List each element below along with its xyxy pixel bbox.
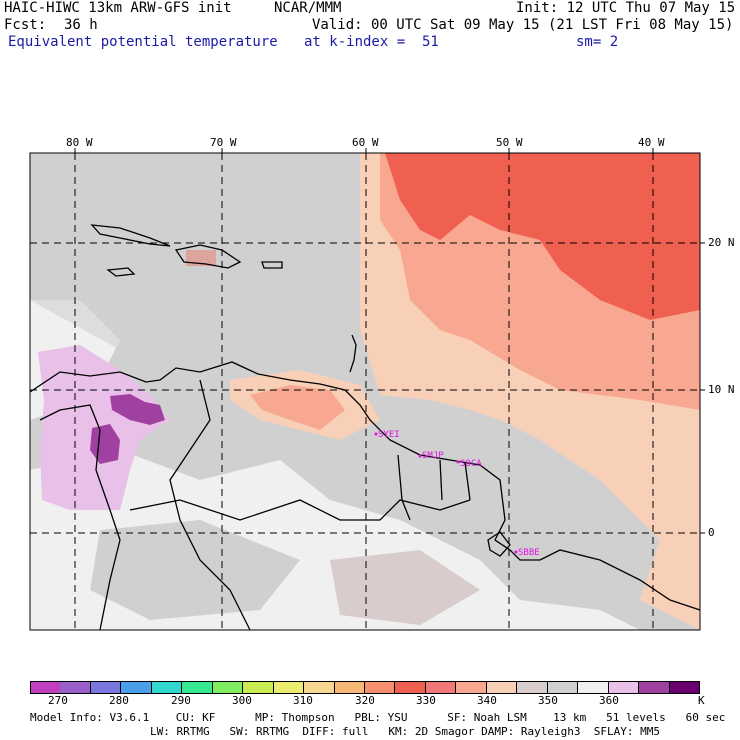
coast-colombia-pacific xyxy=(39,404,121,631)
cb-label-290: 290 xyxy=(171,694,191,707)
institution-label: NCAR/MMM xyxy=(274,0,342,16)
map-field xyxy=(30,153,700,630)
colorbar-swatch xyxy=(547,681,579,694)
colorbar-swatch xyxy=(212,681,244,694)
colorbar-swatch xyxy=(365,681,396,694)
colorbar-swatch xyxy=(395,681,426,694)
station-markers xyxy=(374,432,518,554)
colorbar-swatch xyxy=(151,681,183,694)
colorbar-swatch xyxy=(334,681,365,694)
lon-label-70w: 70 W xyxy=(210,136,237,149)
colorbar-swatch xyxy=(578,681,609,694)
station-dot-smjp xyxy=(418,454,422,458)
cb-units: K xyxy=(698,694,705,707)
colorbar-swatch xyxy=(639,681,670,694)
coast-cuba xyxy=(90,224,171,247)
station-dot-soca xyxy=(456,460,460,464)
lon-label-80w: 80 W xyxy=(66,136,93,149)
border-guianas xyxy=(397,454,471,521)
colorbar-swatch xyxy=(608,681,640,694)
lat-label-10n: 10 N xyxy=(708,383,735,396)
field-name: Equivalent potential temperature xyxy=(8,34,278,50)
field-purple-patch-1 xyxy=(110,394,165,425)
border-inland-2 xyxy=(169,379,251,631)
coast-puerto-rico xyxy=(261,261,283,269)
colorbar-swatch xyxy=(304,681,335,694)
forecast-label: Fcst: xyxy=(4,17,47,33)
smoothing-label: sm= 2 xyxy=(576,34,619,50)
lon-label-60w: 60 W xyxy=(352,136,379,149)
cb-label-360: 360 xyxy=(599,694,619,707)
coastlines xyxy=(29,224,701,631)
border-inland-1 xyxy=(129,499,471,521)
station-label-soca: SOCA xyxy=(460,459,482,469)
lat-label-0: 0 xyxy=(708,526,715,539)
colorbar-swatch xyxy=(182,681,213,694)
cb-label-310: 310 xyxy=(293,694,313,707)
map-frame xyxy=(29,152,701,631)
colorbar-swatch xyxy=(273,681,305,694)
field-salmon-patch-coast xyxy=(250,385,345,430)
lon-label-50w: 50 W xyxy=(496,136,523,149)
graticule xyxy=(30,153,700,630)
cb-label-350: 350 xyxy=(538,694,558,707)
tick-marks xyxy=(74,148,705,534)
field-red-region xyxy=(385,153,700,320)
colorbar-swatch xyxy=(517,681,548,694)
station-label-smjp: SMJP xyxy=(422,451,444,461)
station-label-syei: SYEI xyxy=(378,430,400,440)
colorbar-swatch xyxy=(669,681,700,694)
field-grey-south-patch-2 xyxy=(330,550,480,625)
station-dot-syei xyxy=(374,432,378,436)
station-dot-sbbe xyxy=(514,550,518,554)
cb-label-300: 300 xyxy=(232,694,252,707)
model-title: HAIC-HIWC 13km ARW-GFS init xyxy=(4,0,232,16)
init-time: Init: 12 UTC Thu 07 May 15 xyxy=(516,0,736,16)
colorbar-swatch xyxy=(121,681,152,694)
coast-hispaniola xyxy=(174,244,242,269)
cb-label-280: 280 xyxy=(109,694,129,707)
cb-label-340: 340 xyxy=(477,694,497,707)
coast-jamaica xyxy=(106,267,136,277)
cb-label-270: 270 xyxy=(48,694,68,707)
colorbar-swatch xyxy=(486,681,518,694)
colorbar-swatch xyxy=(425,681,457,694)
cb-label-330: 330 xyxy=(416,694,436,707)
colorbar-swatch xyxy=(243,681,274,694)
lat-label-20n: 20 N xyxy=(708,236,735,249)
coast-south-america-north xyxy=(29,361,701,611)
cb-label-320: 320 xyxy=(355,694,375,707)
colorbar-swatch xyxy=(30,681,62,694)
valid-time: Valid: 00 UTC Sat 09 May 15 (21 LST Fri … xyxy=(312,17,734,33)
colorbar-swatch xyxy=(90,681,122,694)
colorbar-swatch xyxy=(456,681,487,694)
model-info-line2: LW: RRTMG SW: RRTMG DIFF: full KM: 2D Sm… xyxy=(150,725,660,738)
level-index: at k-index = 51 xyxy=(304,34,439,50)
field-grey-south-patch xyxy=(90,520,300,620)
coast-lesser-antilles xyxy=(349,334,357,373)
field-grey-caribbean xyxy=(30,153,360,370)
colorbar-swatch xyxy=(60,681,91,694)
model-info-line1: Model Info: V3.6.1 CU: KF MP: Thompson P… xyxy=(30,711,726,724)
lon-label-40w: 40 W xyxy=(638,136,665,149)
station-label-sbbe: SBBE xyxy=(518,548,540,558)
forecast-hour: 36 h xyxy=(64,17,98,33)
